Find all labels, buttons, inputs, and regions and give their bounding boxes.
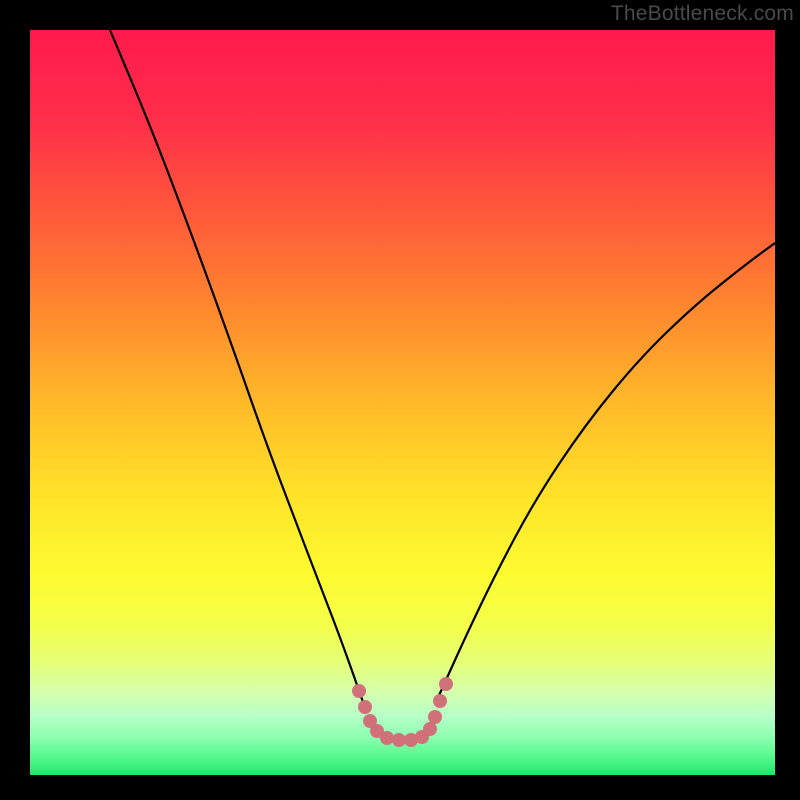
valley-marker [428, 710, 442, 724]
valley-marker [439, 677, 453, 691]
valley-marker [423, 722, 437, 736]
plot-area [30, 30, 775, 775]
left-curve [110, 30, 363, 702]
valley-marker [352, 684, 366, 698]
curve-overlay [30, 30, 775, 775]
valley-marker [358, 700, 372, 714]
valley-marker [380, 731, 394, 745]
chart-container: TheBottleneck.com [0, 0, 800, 800]
valley-marker [392, 733, 406, 747]
watermark-text: TheBottleneck.com [611, 2, 794, 26]
right-curve [436, 243, 775, 702]
valley-marker [433, 694, 447, 708]
